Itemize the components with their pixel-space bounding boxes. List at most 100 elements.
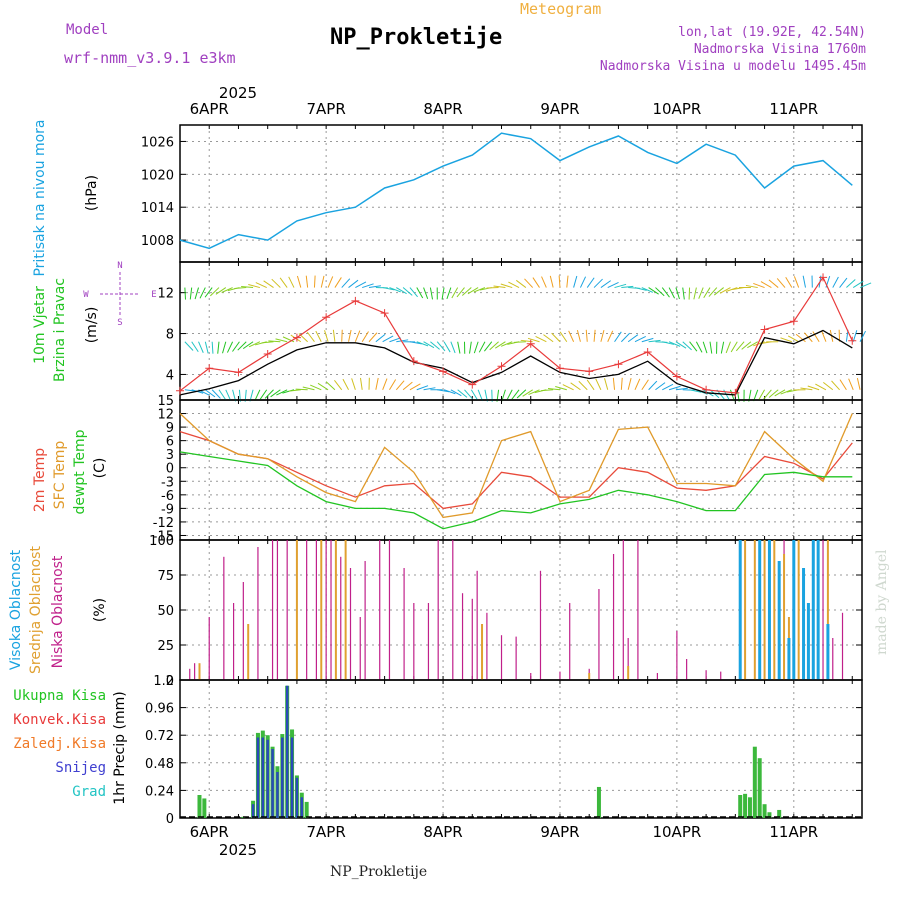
wind-arrow (191, 341, 199, 353)
gust-marker (468, 380, 477, 389)
gust-marker (848, 336, 857, 345)
gust-marker (263, 350, 272, 358)
wind-arrow (585, 329, 588, 342)
precip-total-bar (304, 801, 309, 818)
wind-arrow (787, 335, 799, 343)
wind-ylabel-2: Brzina i Pravac (52, 278, 68, 382)
wind-arrow (189, 287, 193, 300)
gust-marker (614, 360, 623, 369)
wind-arrow (641, 287, 654, 293)
wind-arrow (595, 378, 602, 390)
wind-arrow (532, 277, 540, 288)
wind-arrow (668, 385, 681, 391)
wind-arrow (263, 280, 274, 288)
wind-arrow (568, 330, 575, 342)
cloud-panel: 0 25 50 75 100 (149, 534, 863, 689)
precip-total-bar (596, 786, 601, 818)
y-tick-label: 3 (166, 448, 174, 463)
wind-arrow (437, 389, 450, 393)
wind-arrow (725, 287, 738, 292)
wind-arrow (334, 277, 342, 288)
wind-arrow (693, 287, 697, 300)
wind-arrow (429, 287, 434, 300)
wind-arrow (348, 279, 359, 288)
wind-arrow (812, 331, 820, 342)
wind-arrow (695, 341, 703, 353)
precip-total-bar (197, 795, 202, 818)
wind-speed-line (179, 329, 853, 396)
top-date-label: 10APR (652, 100, 701, 118)
wind-arrow (375, 377, 379, 390)
wind-arrow (785, 276, 793, 288)
y-tick-label: 1.2 (153, 674, 174, 689)
wind-arrow (675, 341, 687, 349)
wind-arrow (279, 277, 288, 288)
gust-marker (789, 317, 798, 326)
wind-arrow (259, 389, 268, 400)
wind-arrow (389, 337, 401, 343)
gust-marker (585, 367, 594, 376)
precip-total-bar (752, 746, 757, 818)
wind-arrow (467, 287, 479, 295)
wind-arrow (607, 281, 619, 289)
wind-arrow (270, 389, 281, 398)
wind-arrow (446, 287, 452, 300)
wind-arrow (634, 335, 646, 343)
wind-arrow (758, 389, 766, 401)
wind-arrow (327, 276, 334, 288)
wind-arrow (317, 382, 329, 391)
wind-arrow (604, 378, 609, 390)
y-tick-label: 1014 (141, 201, 174, 216)
footer-station: NP_Prokletije (330, 864, 427, 880)
gust-marker (351, 296, 360, 305)
wind-arrow (416, 287, 424, 299)
wind-arrow (254, 389, 261, 401)
compass-south: S (117, 318, 122, 328)
wind-arrow (296, 275, 302, 288)
wind-arrow (396, 339, 409, 343)
wind-arrow (859, 282, 872, 289)
wind-arrow (382, 378, 388, 390)
wind-arrow (815, 383, 827, 391)
bottom-date-axis: 2025 6APR 7APR 8APR 9APR 10APR 11APR (190, 823, 819, 859)
cloud-ylabel-2: Srednja Oblacnost (28, 546, 44, 674)
wind-arrow (586, 277, 595, 288)
wind-arrow (361, 331, 369, 342)
wind-arrow (576, 329, 581, 342)
wind-arrow (760, 281, 772, 288)
wind-arrow (513, 341, 526, 343)
wind-arrow (351, 378, 356, 390)
wind-arrow (708, 287, 718, 297)
gust-marker (526, 339, 535, 348)
wind-arrow (668, 341, 681, 347)
wind-arrow (268, 340, 281, 343)
wind-arrow (648, 339, 661, 343)
wind-arrow (478, 341, 486, 353)
precip-legend-item: Snijeg (55, 760, 106, 776)
wind-arrow (655, 382, 666, 391)
wind-arrow (725, 341, 731, 354)
wind-arrow (713, 287, 724, 296)
station-title: NP_Prokletije (330, 25, 502, 50)
gust-marker (322, 313, 331, 322)
wind-arrow (225, 389, 232, 401)
wind-arrow (205, 389, 216, 398)
wind-ylabel-1: 10m Vjetar (32, 286, 48, 364)
wind-arrow (288, 389, 301, 392)
y-tick-label: 0.48 (145, 757, 174, 772)
top-date-label: 6APR (190, 100, 229, 118)
wind-arrow (859, 330, 866, 342)
precip-total-bar (738, 795, 743, 818)
wind-arrow (621, 285, 634, 289)
y-tick-label: 1020 (141, 168, 174, 183)
wind-arrow (846, 279, 856, 288)
wind-arrow (662, 383, 674, 391)
wind-arrow (500, 283, 513, 289)
wind-arrow (320, 275, 325, 288)
model-altitude-label: Nadmorska Visina u modelu 1495.45m (600, 59, 866, 74)
wind-arrow (450, 389, 462, 397)
wind-arrow (848, 378, 854, 390)
y-tick-label: -6 (161, 489, 174, 504)
wind-arrow (600, 330, 605, 342)
wind-arrow (528, 389, 540, 396)
